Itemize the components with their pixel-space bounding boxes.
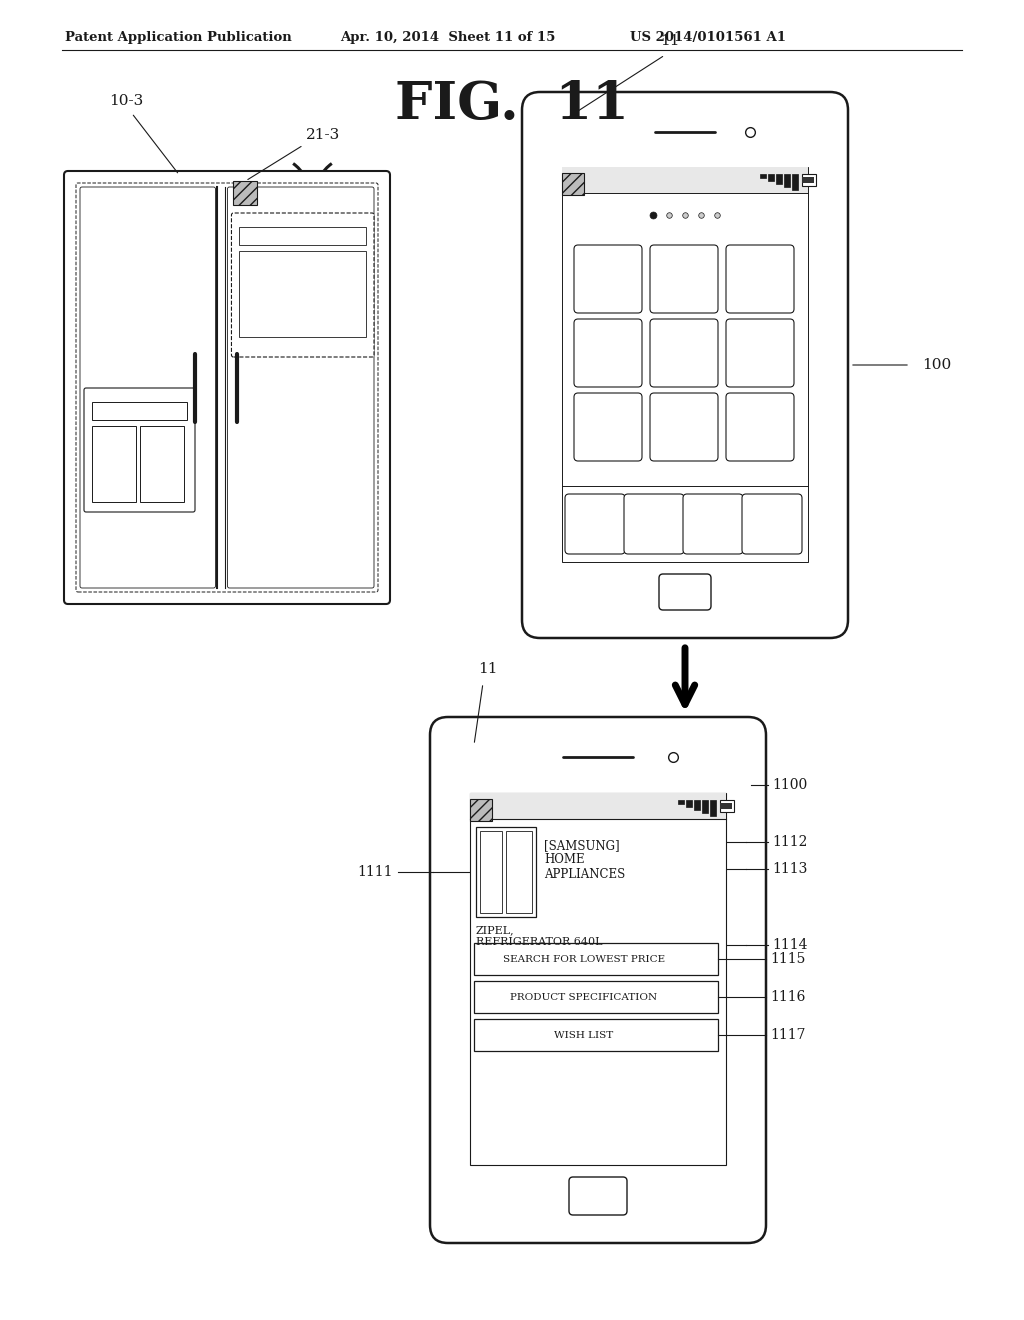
Bar bbox=[562, 173, 584, 195]
Bar bbox=[92, 426, 136, 502]
Text: 1116: 1116 bbox=[770, 990, 805, 1005]
FancyBboxPatch shape bbox=[726, 319, 794, 387]
Bar bbox=[760, 174, 766, 178]
Bar bbox=[802, 177, 814, 183]
FancyBboxPatch shape bbox=[574, 246, 642, 313]
FancyBboxPatch shape bbox=[80, 187, 215, 587]
Bar bbox=[474, 981, 718, 1012]
Text: 21-3: 21-3 bbox=[306, 128, 341, 143]
Bar bbox=[92, 403, 187, 420]
Text: PRODUCT SPECIFICATION: PRODUCT SPECIFICATION bbox=[510, 993, 657, 1002]
Text: Patent Application Publication: Patent Application Publication bbox=[65, 30, 292, 44]
Text: FIG.  11: FIG. 11 bbox=[395, 79, 629, 131]
FancyBboxPatch shape bbox=[565, 494, 625, 554]
Bar bbox=[474, 942, 718, 975]
Bar bbox=[240, 251, 366, 337]
Bar bbox=[768, 174, 774, 181]
Bar bbox=[470, 793, 726, 1166]
FancyBboxPatch shape bbox=[726, 393, 794, 461]
FancyBboxPatch shape bbox=[683, 494, 743, 554]
FancyBboxPatch shape bbox=[63, 172, 390, 605]
Text: 1112: 1112 bbox=[772, 836, 807, 849]
FancyBboxPatch shape bbox=[624, 494, 684, 554]
FancyBboxPatch shape bbox=[569, 1177, 627, 1214]
FancyBboxPatch shape bbox=[650, 246, 718, 313]
Bar bbox=[720, 800, 734, 812]
Text: SEARCH FOR LOWEST PRICE: SEARCH FOR LOWEST PRICE bbox=[503, 954, 665, 964]
Bar bbox=[233, 181, 257, 205]
Text: ZIPEL,
REFRIGERATOR 640L: ZIPEL, REFRIGERATOR 640L bbox=[476, 925, 602, 946]
FancyBboxPatch shape bbox=[574, 319, 642, 387]
Text: 11: 11 bbox=[660, 34, 680, 48]
FancyBboxPatch shape bbox=[231, 213, 374, 356]
Bar bbox=[702, 800, 708, 813]
Text: 1100: 1100 bbox=[772, 777, 807, 792]
FancyBboxPatch shape bbox=[574, 393, 642, 461]
FancyBboxPatch shape bbox=[430, 717, 766, 1243]
Bar bbox=[474, 1019, 718, 1051]
Bar bbox=[710, 800, 716, 816]
Bar bbox=[476, 828, 536, 917]
Bar bbox=[720, 803, 732, 809]
Bar bbox=[802, 174, 816, 186]
Bar bbox=[240, 227, 366, 246]
Bar bbox=[506, 832, 532, 913]
Bar bbox=[470, 799, 492, 821]
FancyBboxPatch shape bbox=[76, 183, 378, 591]
Bar bbox=[694, 800, 700, 810]
FancyBboxPatch shape bbox=[227, 187, 374, 587]
Text: WISH LIST: WISH LIST bbox=[554, 1031, 613, 1040]
Bar bbox=[678, 800, 684, 804]
FancyBboxPatch shape bbox=[84, 388, 195, 512]
FancyBboxPatch shape bbox=[659, 574, 711, 610]
FancyBboxPatch shape bbox=[650, 393, 718, 461]
Bar bbox=[784, 174, 790, 187]
Text: 1111: 1111 bbox=[357, 865, 393, 879]
Text: [SAMSUNG]: [SAMSUNG] bbox=[544, 840, 620, 851]
Bar bbox=[792, 174, 798, 190]
Text: 1115: 1115 bbox=[770, 952, 805, 966]
Bar bbox=[470, 793, 726, 818]
Text: Apr. 10, 2014  Sheet 11 of 15: Apr. 10, 2014 Sheet 11 of 15 bbox=[340, 30, 555, 44]
FancyBboxPatch shape bbox=[650, 319, 718, 387]
Text: 1114: 1114 bbox=[772, 939, 808, 952]
Text: 11: 11 bbox=[478, 663, 498, 676]
Bar bbox=[686, 800, 692, 807]
Text: 1117: 1117 bbox=[770, 1028, 806, 1041]
FancyBboxPatch shape bbox=[522, 92, 848, 638]
Bar bbox=[480, 832, 502, 913]
Text: 100: 100 bbox=[922, 358, 951, 372]
Text: US 2014/0101561 A1: US 2014/0101561 A1 bbox=[630, 30, 786, 44]
Bar bbox=[140, 426, 184, 502]
FancyBboxPatch shape bbox=[742, 494, 802, 554]
Bar bbox=[562, 168, 808, 562]
Text: 1113: 1113 bbox=[772, 862, 807, 876]
Bar bbox=[562, 168, 808, 193]
Bar bbox=[776, 174, 782, 183]
FancyBboxPatch shape bbox=[726, 246, 794, 313]
Text: HOME
APPLIANCES: HOME APPLIANCES bbox=[544, 853, 626, 880]
Text: 10-3: 10-3 bbox=[110, 94, 143, 108]
